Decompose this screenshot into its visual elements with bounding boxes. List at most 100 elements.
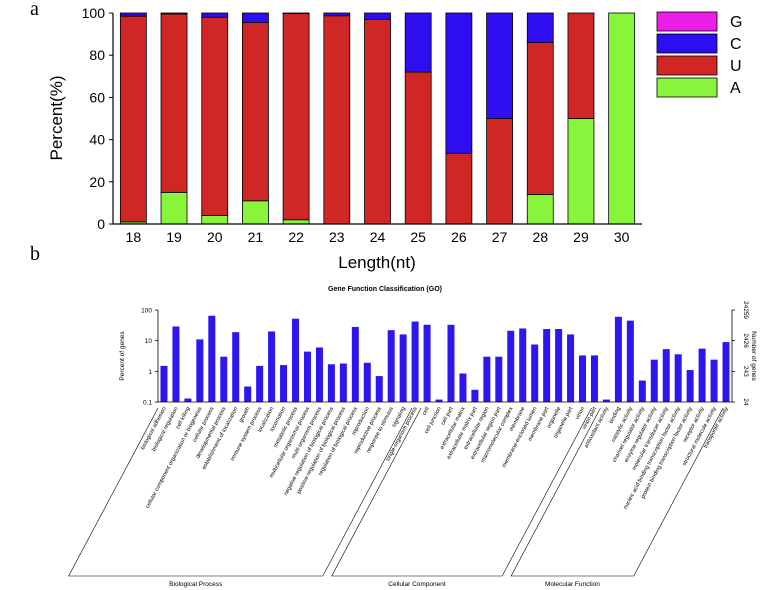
go-bar-regulation-of-biological-process xyxy=(351,326,359,402)
legend-swatch-u xyxy=(656,55,718,76)
go-bar-reproduction xyxy=(363,362,371,402)
y-tick-label-100: 100 xyxy=(82,5,106,21)
bar-segment-u-24 xyxy=(364,18,391,225)
bar-segment-c-22 xyxy=(282,12,310,15)
bar-segment-a-19 xyxy=(160,191,188,225)
legend-label-g: G xyxy=(730,14,742,31)
group-label-molecular-function: Molecular Function xyxy=(545,581,600,588)
x-tick-label-30: 30 xyxy=(614,229,630,245)
y-tick-label: 10 xyxy=(145,338,153,345)
bar-segment-u-29 xyxy=(567,12,595,119)
legend-swatch-g xyxy=(656,11,718,32)
go-bar-molecular-transducer-activity xyxy=(662,349,670,402)
group-bracket-biological-process xyxy=(68,407,413,577)
go-bar-cellular-process xyxy=(208,315,216,402)
bar-segment-c-19 xyxy=(160,12,188,15)
bar-segment-c-21 xyxy=(242,12,269,23)
go-bar-catalytic-activity xyxy=(626,320,634,402)
go-bar-organelle-part xyxy=(567,334,575,402)
go-bar-virion xyxy=(579,355,587,402)
bar-segment-c-18 xyxy=(119,12,147,17)
bar-segment-u-26 xyxy=(445,152,473,225)
go-bar-extracellular-matrix-part xyxy=(471,389,479,402)
go-bar-structural-molecule-activity xyxy=(710,359,718,402)
legend-label-c: C xyxy=(730,36,742,53)
panel-label-a: a xyxy=(30,0,39,20)
go-bar-establishment-of-localization xyxy=(232,332,240,402)
x-tick-label-28: 28 xyxy=(532,229,548,245)
bar-segment-u-23 xyxy=(323,15,351,225)
chart-a-bars: 18 19 20 21 22 23 24 25 26 27 28 29 30 xyxy=(119,12,636,245)
chart-b-title: Gene Function Classification (GO) xyxy=(328,286,442,293)
chart-b-axes: 0.1 24 1 243 10 2426 100 24259 xyxy=(141,301,749,407)
legend-label-u: U xyxy=(730,58,742,75)
bar-segment-u-21 xyxy=(242,22,269,202)
bar-segment-a-20 xyxy=(201,215,229,225)
x-tick-label-24: 24 xyxy=(370,229,386,245)
group-label-cellular-component: Cellular Component xyxy=(388,581,446,588)
chart-b-ylabel: Percent of genes xyxy=(119,331,126,381)
go-bar-immune-system-process xyxy=(256,365,264,402)
go-bar-developmental-process xyxy=(220,356,228,402)
y-tick-label-20: 20 xyxy=(89,174,105,190)
y-tick-label-60: 60 xyxy=(89,89,105,105)
go-bar-metabolic-process xyxy=(292,318,300,402)
go-bar-cell-killing xyxy=(184,398,192,402)
x-tick-label-20: 20 xyxy=(207,229,223,245)
go-bar-channel-regulator-activity xyxy=(638,380,646,402)
bar-segment-c-23 xyxy=(323,12,351,17)
go-bar-biological-regulation xyxy=(172,326,180,402)
go-bar-membrane xyxy=(519,328,527,402)
y-tick-label-80: 80 xyxy=(89,47,105,63)
bar-segment-u-27 xyxy=(486,118,513,225)
x-tick-label-19: 19 xyxy=(166,229,182,245)
go-bar-protein-binding-transcription-factor-activity xyxy=(686,370,694,402)
go-bar-growth xyxy=(244,386,252,402)
group-bracket-cellular-component xyxy=(331,407,592,577)
category-label: virion xyxy=(575,406,587,421)
bar-segment-u-25 xyxy=(404,71,432,225)
chart-b-group-brackets: Biological Process Cellular Component Mole… xyxy=(68,407,724,588)
go-bar-membrane-enclosed-lumen xyxy=(531,344,539,402)
go-bar-cell xyxy=(423,324,431,402)
y2-tick-label: 243 xyxy=(742,366,749,377)
x-tick-label-23: 23 xyxy=(329,229,345,245)
go-bar-transporter-activity xyxy=(722,342,730,402)
go-bar-membrane-part xyxy=(543,329,551,402)
go-bar-extracellular-region xyxy=(483,356,491,402)
bar-segment-c-27 xyxy=(486,12,513,119)
bar-segment-u-22 xyxy=(282,13,310,221)
bar-segment-c-26 xyxy=(445,12,473,154)
y-tick-label-40: 40 xyxy=(89,132,105,148)
x-tick-label-21: 21 xyxy=(248,229,264,245)
go-bar-virion-part xyxy=(590,355,598,402)
go-bar-binding xyxy=(614,316,622,402)
go-bar-enzyme-regulator-activity xyxy=(650,359,658,402)
y-tick-label-0: 0 xyxy=(97,216,105,232)
bar-segment-u-18 xyxy=(119,15,147,223)
go-bar-biological-adhesion xyxy=(160,365,168,402)
legend-swatch-c xyxy=(656,33,718,54)
bar-segment-c-24 xyxy=(364,12,391,20)
y2-tick-label: 2426 xyxy=(742,333,749,348)
bar-segment-a-22 xyxy=(282,219,310,225)
bar-segment-u-20 xyxy=(201,16,229,216)
go-bar-multicellular-organismal-process xyxy=(303,351,311,402)
y-tick-label: 1 xyxy=(148,369,152,376)
go-bar-extracellular-matrix xyxy=(459,373,467,402)
go-bar-reproductive-process xyxy=(375,376,383,402)
bar-segment-a-28 xyxy=(526,194,554,225)
go-bar-negative-regulation-of-biological-process xyxy=(327,364,335,402)
y2-tick-label: 24 xyxy=(742,398,749,406)
chart-b-bars xyxy=(160,315,730,402)
legend-swatch-a xyxy=(656,77,718,98)
go-bar-cellular-component-organization-or-biogenesis xyxy=(196,339,204,402)
chart-a-axes: 0 20 40 60 80 100 xyxy=(82,5,642,232)
go-bar-nucleic-acid-binding-transcription-factor-activity xyxy=(674,354,682,402)
chart-a-nucleotide-composition: 18 19 20 21 22 23 24 25 26 27 28 29 30 020406080100 … xyxy=(47,5,742,272)
bar-segment-a-29 xyxy=(567,118,595,225)
chart-b-y2label: Number of genes xyxy=(750,331,757,382)
bar-segment-a-30 xyxy=(608,12,636,225)
